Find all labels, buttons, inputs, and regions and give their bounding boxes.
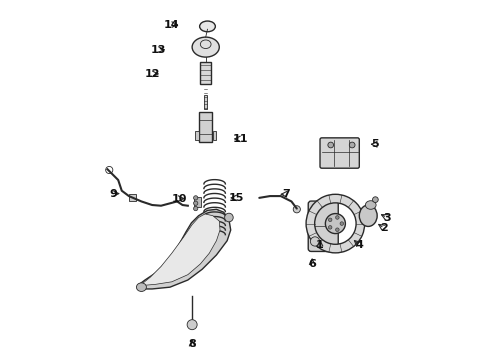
Text: 5: 5 [371, 139, 379, 149]
Text: 9: 9 [109, 189, 117, 199]
Ellipse shape [194, 196, 198, 200]
Text: 11: 11 [233, 134, 248, 144]
Text: 15: 15 [228, 193, 244, 203]
Ellipse shape [194, 206, 198, 211]
Polygon shape [143, 214, 220, 285]
Bar [195, 131, 198, 140]
Text: 7: 7 [282, 189, 290, 199]
Text: 1: 1 [316, 240, 324, 250]
Ellipse shape [199, 21, 215, 32]
Ellipse shape [366, 201, 376, 209]
Bar [199, 112, 213, 142]
Ellipse shape [293, 206, 300, 213]
Ellipse shape [192, 37, 220, 57]
Text: 10: 10 [171, 194, 187, 203]
FancyBboxPatch shape [308, 201, 338, 251]
Text: 3: 3 [383, 212, 391, 222]
Bar [194, 197, 201, 207]
Ellipse shape [328, 226, 332, 229]
FancyBboxPatch shape [320, 138, 359, 168]
Ellipse shape [359, 205, 377, 226]
Ellipse shape [136, 283, 147, 292]
Bar [213, 131, 217, 140]
Text: 12: 12 [145, 69, 161, 79]
Ellipse shape [224, 213, 233, 222]
Bar [129, 194, 136, 201]
Ellipse shape [340, 222, 343, 225]
Text: 13: 13 [151, 45, 166, 55]
Ellipse shape [336, 228, 339, 231]
Circle shape [325, 213, 345, 234]
Text: 14: 14 [164, 19, 179, 30]
Ellipse shape [372, 197, 378, 203]
Text: 4: 4 [355, 240, 363, 250]
Ellipse shape [349, 142, 355, 148]
Ellipse shape [328, 142, 334, 148]
Ellipse shape [194, 201, 198, 205]
Bar [204, 95, 207, 109]
Wedge shape [306, 194, 365, 253]
Text: 8: 8 [188, 339, 196, 349]
Text: 2: 2 [380, 223, 388, 233]
Ellipse shape [336, 216, 339, 219]
Text: 6: 6 [308, 259, 316, 269]
Bar [200, 62, 211, 84]
Ellipse shape [328, 218, 332, 222]
Ellipse shape [310, 237, 319, 246]
Polygon shape [138, 209, 231, 289]
Ellipse shape [187, 320, 197, 330]
